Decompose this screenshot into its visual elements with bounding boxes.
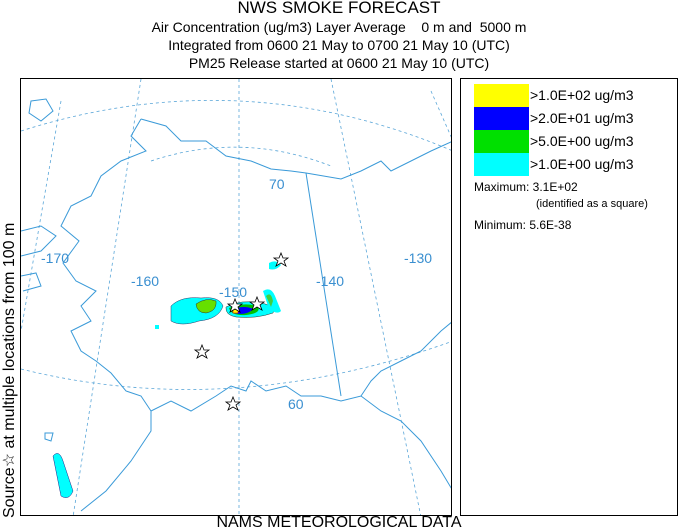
star-icon xyxy=(248,295,266,311)
star-icon xyxy=(272,251,290,267)
plume-green-east xyxy=(266,294,273,307)
coastline xyxy=(20,98,454,512)
source-side-label: Source☆ at multiple locations from 100 m xyxy=(1,222,18,518)
map-title: NWS SMOKE FORECAST xyxy=(237,0,441,17)
star-icon xyxy=(224,395,242,411)
legend-label: >1.0E+00 ug/m3 xyxy=(530,156,634,172)
star-icon xyxy=(226,297,244,313)
lon-label: -140 xyxy=(316,273,344,289)
legend-label: >2.0E+01 ug/m3 xyxy=(530,110,634,126)
legend-panel: >1.0E+02 ug/m3 >2.0E+01 ug/m3 >5.0E+00 u… xyxy=(460,78,678,516)
plume-green-west xyxy=(195,299,217,314)
maximum-note: (identified as a square) xyxy=(536,198,648,210)
alaska-map: -170 -160 -150 -140 -130 70 60 xyxy=(20,78,454,518)
lon-label: -150 xyxy=(219,284,247,300)
lon-label: -160 xyxy=(131,273,159,289)
subtitle-concentration: Air Concentration (ug/m3) Layer Average … xyxy=(151,19,527,35)
lat-label: 70 xyxy=(269,176,285,192)
plume-cyan-southwest xyxy=(52,453,74,498)
lat-label: 60 xyxy=(288,396,304,412)
source-markers xyxy=(193,251,290,411)
star-icon xyxy=(193,343,211,359)
graticule xyxy=(20,78,454,518)
subtitle-release: PM25 Release started at 0600 21 May 10 (… xyxy=(188,55,490,71)
legend-swatch-yellow xyxy=(474,84,529,107)
legend-label: >1.0E+02 ug/m3 xyxy=(530,87,634,103)
plume-cyan-spot xyxy=(155,325,159,329)
legend-swatch-green xyxy=(474,130,529,153)
lon-label: -130 xyxy=(404,250,432,266)
minimum-value: Minimum: 5.6E-38 xyxy=(474,218,572,232)
smoke-plume xyxy=(52,261,281,498)
legend-swatch-cyan xyxy=(474,153,529,176)
legend-swatch-blue xyxy=(474,107,529,130)
map-panel: -170 -160 -150 -140 -130 70 60 xyxy=(20,78,454,518)
footer-label: NAMS METEOROLOGICAL DATA xyxy=(216,514,462,531)
legend-label: >5.0E+00 ug/m3 xyxy=(530,133,634,149)
subtitle-integration: Integrated from 0600 21 May to 0700 21 M… xyxy=(168,37,510,53)
lon-label: -170 xyxy=(41,250,69,266)
maximum-value: Maximum: 3.1E+02 xyxy=(474,180,578,194)
